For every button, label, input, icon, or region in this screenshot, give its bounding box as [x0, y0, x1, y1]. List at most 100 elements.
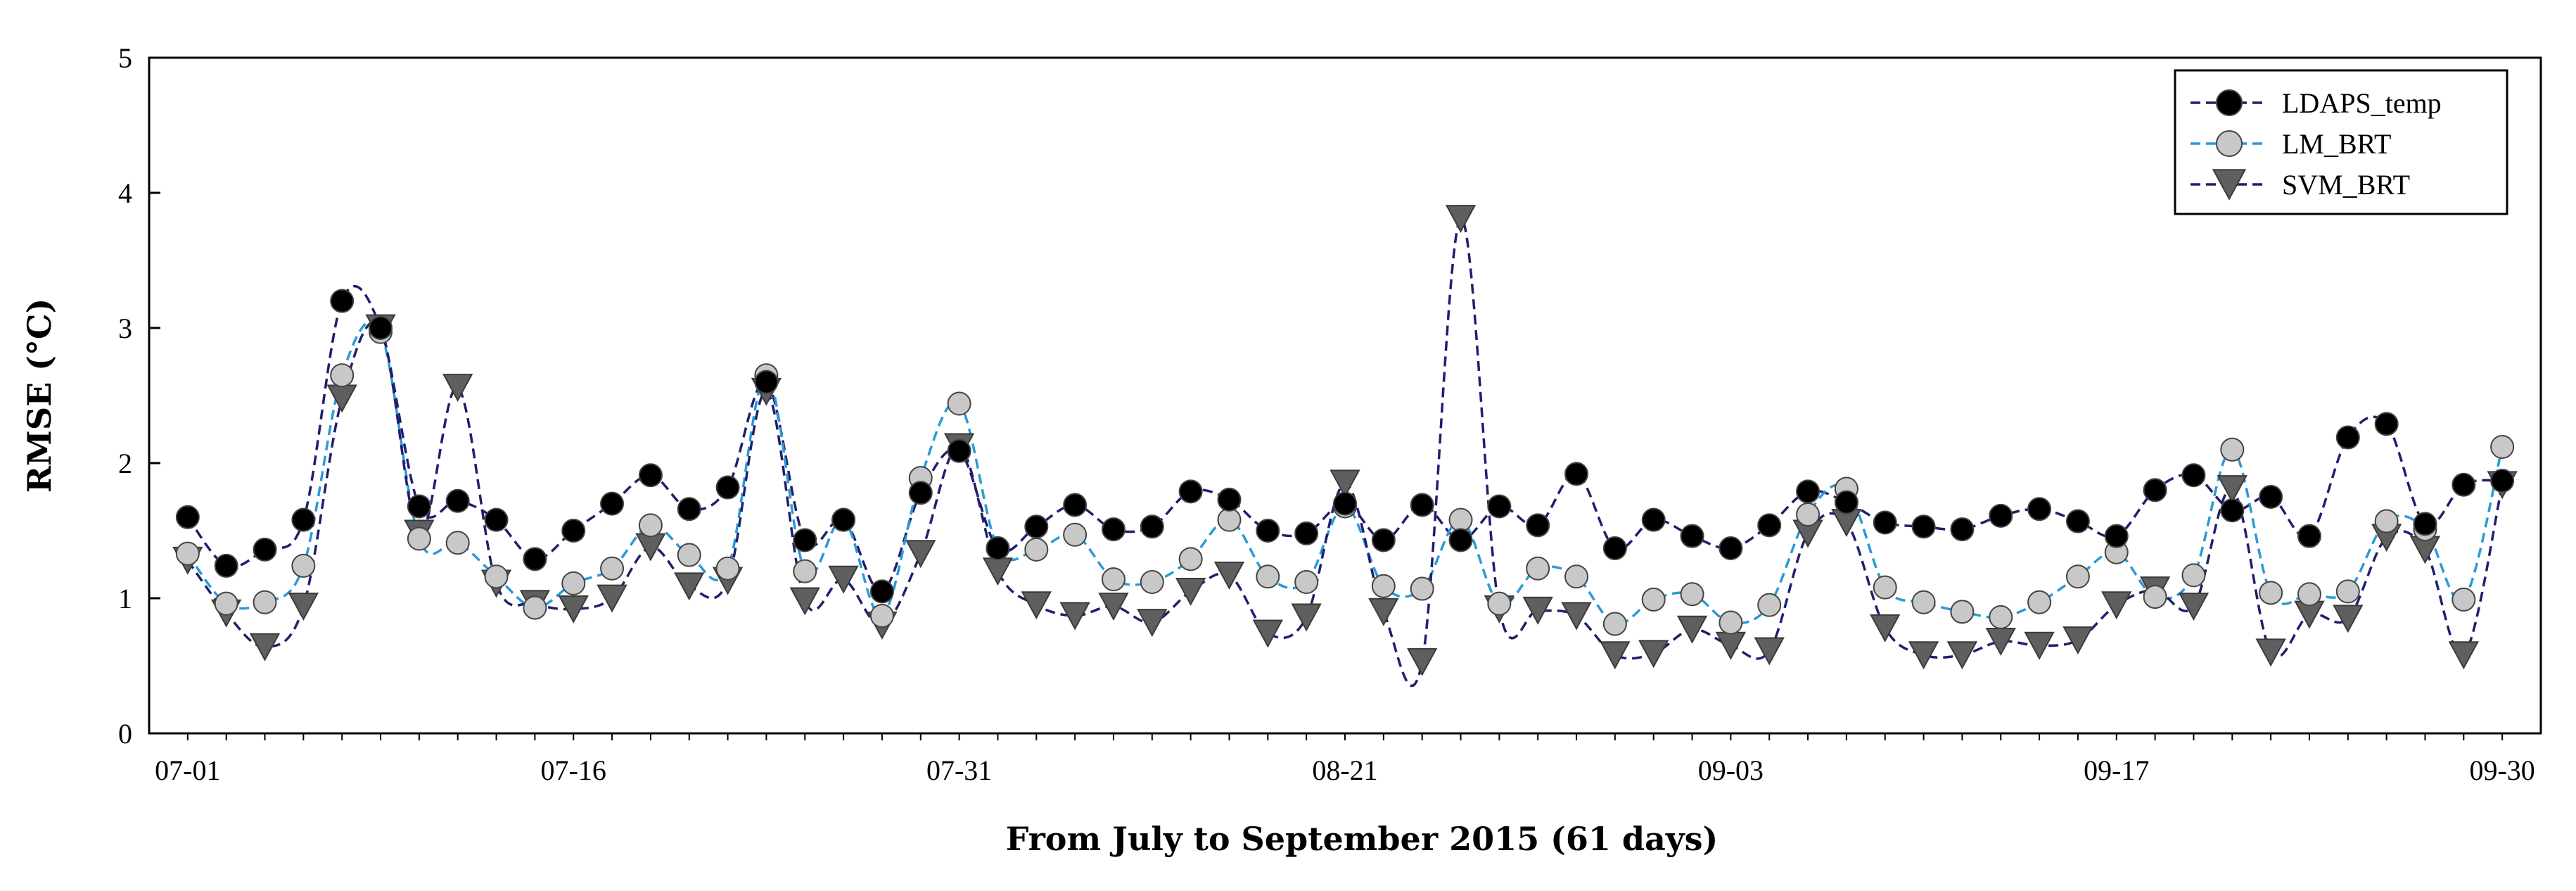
legend-marker-lm-brt	[2216, 130, 2243, 157]
data-point-lm-brt	[2065, 564, 2090, 589]
data-point-svm-brt	[2333, 605, 2364, 633]
data-point-lm-brt	[2259, 581, 2283, 605]
data-point-ldaps-temp	[1024, 514, 1049, 539]
data-point-ldaps-temp	[793, 528, 817, 552]
x-tick-label: 09-30	[2469, 754, 2534, 786]
data-point-svm-brt	[982, 557, 1014, 586]
data-point-ldaps-temp	[754, 369, 779, 394]
data-point-ldaps-temp	[1140, 514, 1164, 539]
data-point-ldaps-temp	[869, 579, 894, 604]
data-point-lm-brt	[2335, 579, 2360, 604]
data-point-lm-brt	[1294, 569, 1319, 594]
data-point-svm-brt	[828, 565, 859, 594]
data-point-ldaps-temp	[2220, 498, 2245, 523]
data-point-svm-brt	[1137, 609, 1168, 638]
data-point-svm-brt	[2024, 631, 2055, 660]
data-point-lm-brt	[600, 556, 625, 581]
data-point-lm-brt	[1757, 593, 1782, 617]
data-point-svm-brt	[1561, 602, 1592, 631]
data-point-svm-brt	[1291, 603, 1322, 632]
x-tick-label: 09-17	[2084, 754, 2149, 786]
data-point-lm-brt	[1796, 502, 1821, 526]
data-point-svm-brt	[442, 374, 473, 402]
y-tick-label: 1	[118, 583, 132, 614]
data-point-svm-brt	[2217, 475, 2247, 503]
data-point-ldaps-temp	[1333, 491, 1357, 516]
data-point-lm-brt	[1526, 556, 1550, 581]
data-point-ldaps-temp	[986, 536, 1010, 560]
legend-label-lm-brt: LM_BRT	[2282, 128, 2391, 160]
data-point-lm-brt	[2181, 563, 2206, 588]
data-point-lm-brt	[1024, 537, 1049, 562]
data-point-ldaps-temp	[1256, 519, 1280, 543]
data-point-svm-brt	[1638, 640, 1669, 669]
data-point-ldaps-temp	[1796, 479, 1821, 504]
data-point-ldaps-temp	[1487, 494, 1512, 519]
data-point-lm-brt	[947, 391, 971, 416]
data-point-lm-brt	[175, 541, 200, 566]
data-point-lm-brt	[638, 513, 663, 538]
data-point-svm-brt	[249, 633, 281, 662]
data-point-lm-brt	[523, 595, 547, 620]
data-point-ldaps-temp	[175, 505, 200, 529]
x-tick-label: 07-31	[926, 754, 992, 786]
legend-label-ldaps-temp: LDAPS_temp	[2282, 87, 2442, 119]
data-point-ldaps-temp	[1371, 528, 1396, 552]
data-point-ldaps-temp	[1911, 514, 1936, 539]
data-point-lm-brt	[561, 571, 586, 595]
data-point-lm-brt	[1140, 569, 1164, 594]
data-point-ldaps-temp	[1834, 490, 1858, 514]
data-point-ldaps-temp	[253, 537, 277, 562]
data-point-lm-brt	[2143, 585, 2167, 609]
data-point-lm-brt	[1063, 522, 1088, 547]
data-point-lm-brt	[2297, 582, 2321, 607]
data-point-svm-brt	[1946, 641, 1978, 670]
data-point-ldaps-temp	[1757, 513, 1782, 538]
data-point-svm-brt	[2062, 626, 2093, 655]
data-point-ldaps-temp	[908, 481, 933, 505]
data-point-ldaps-temp	[831, 507, 856, 532]
data-point-lm-brt	[1256, 564, 1280, 589]
data-point-svm-brt	[1870, 614, 1901, 643]
data-point-svm-brt	[1715, 631, 1747, 660]
series-markers	[172, 205, 2518, 676]
data-point-lm-brt	[1602, 612, 1627, 636]
data-point-svm-brt	[1522, 596, 1553, 625]
data-point-ldaps-temp	[484, 507, 509, 532]
data-point-lm-brt	[2451, 587, 2476, 612]
data-point-ldaps-temp	[214, 553, 238, 578]
series-line-ldaps-temp	[186, 284, 2503, 593]
data-point-lm-brt	[1719, 610, 1743, 635]
data-point-svm-brt	[2255, 638, 2286, 667]
x-axis: 07-01 07-16 07-31 08-21 09-03 09-17 09-30	[155, 733, 2535, 786]
data-point-ldaps-temp	[1448, 528, 1473, 552]
data-point-lm-brt	[1487, 591, 1512, 616]
data-point-svm-brt	[1021, 591, 1052, 620]
data-point-svm-brt	[1676, 615, 1708, 644]
data-point-ldaps-temp	[1602, 536, 1627, 560]
data-point-ldaps-temp	[1410, 493, 1434, 517]
data-point-ldaps-temp	[638, 463, 663, 488]
data-point-lm-brt	[1217, 507, 1242, 532]
data-point-lm-brt	[793, 559, 817, 583]
data-point-ldaps-temp	[2143, 478, 2167, 503]
data-point-svm-brt	[1098, 593, 1129, 621]
data-point-lm-brt	[1178, 547, 1203, 571]
data-point-lm-brt	[1950, 600, 1975, 624]
data-point-lm-brt	[869, 603, 894, 628]
data-point-lm-brt	[445, 531, 470, 555]
data-point-lm-brt	[1989, 605, 2013, 629]
y-tick-label: 3	[118, 312, 132, 344]
data-point-lm-brt	[2027, 590, 2052, 614]
data-point-svm-brt	[1445, 205, 1477, 233]
data-point-lm-brt	[2490, 434, 2515, 459]
data-point-ldaps-temp	[2297, 524, 2321, 548]
data-point-lm-brt	[253, 590, 277, 614]
data-point-lm-brt	[2374, 509, 2399, 533]
data-point-ldaps-temp	[2335, 425, 2360, 450]
data-point-lm-brt	[1641, 587, 1666, 612]
legend-marker-svm-brt	[2212, 169, 2247, 201]
legend-label-svm-brt: SVM_BRT	[2282, 169, 2410, 201]
y-tick-label: 4	[118, 177, 132, 209]
